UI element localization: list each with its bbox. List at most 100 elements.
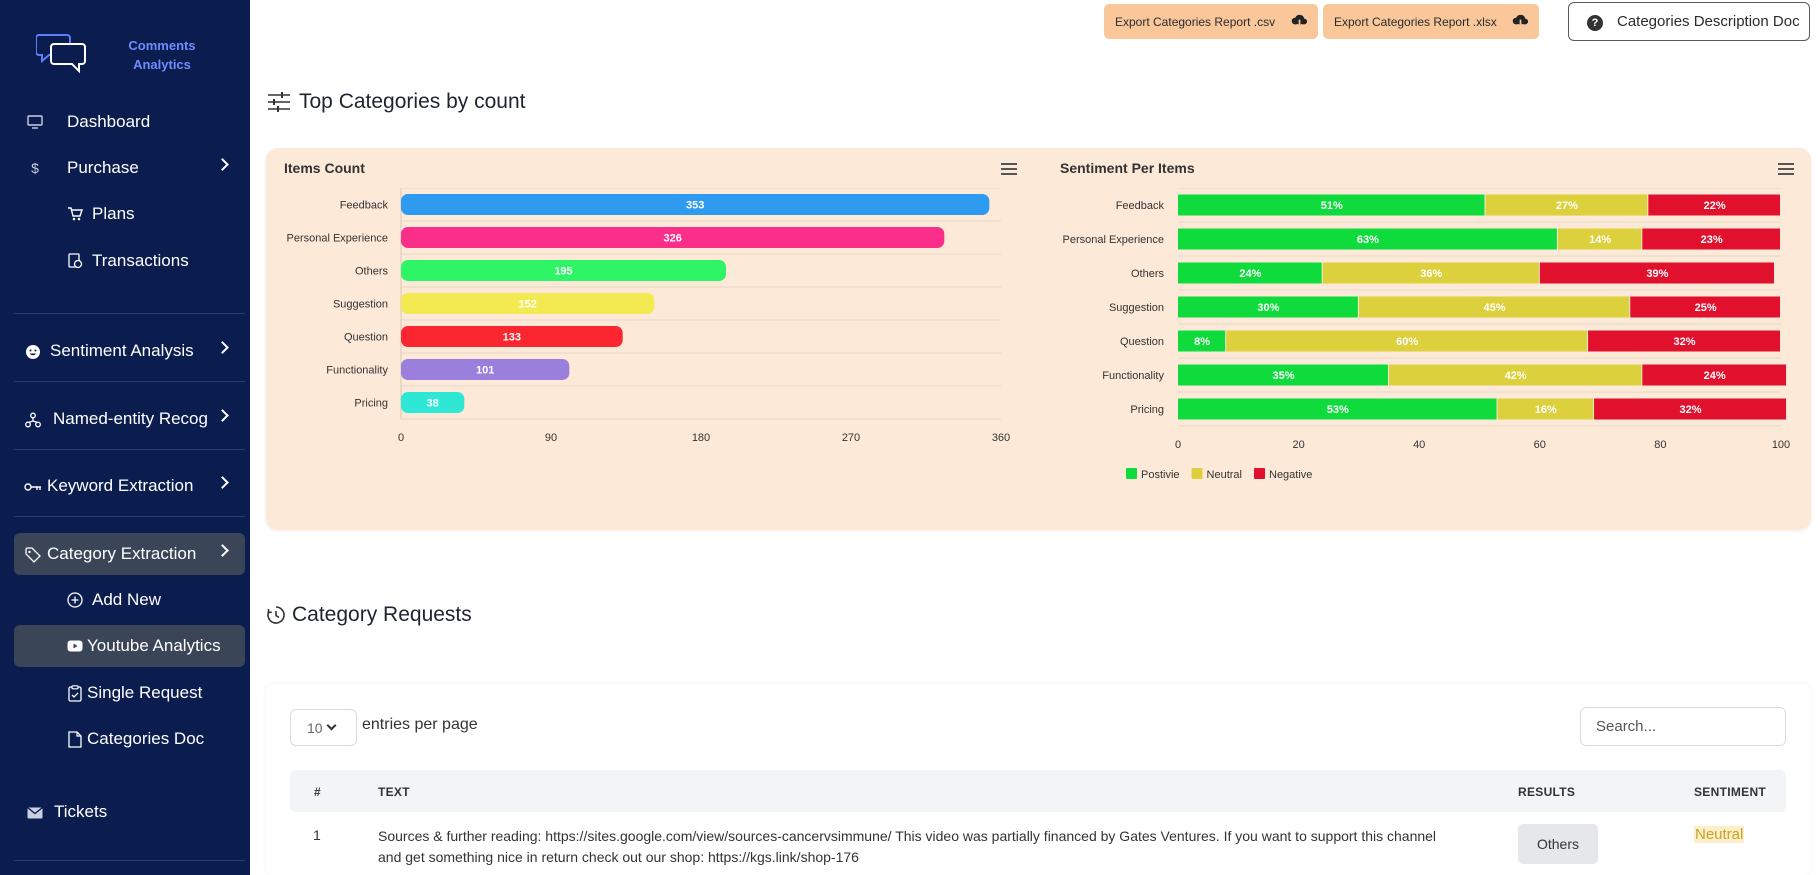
sidebar-item-label: Tickets	[54, 802, 108, 821]
row-text: Sources & further reading: https://sites…	[378, 828, 1437, 865]
sidebar-item-label: Transactions	[92, 251, 189, 270]
sidebar-divider	[14, 381, 245, 382]
sidebar-item-named-entity[interactable]: Named-entity Recog	[14, 398, 245, 440]
stacked-bar-segment	[1358, 296, 1630, 318]
items-count-chart-title: Items Count	[284, 160, 365, 176]
column-header-results[interactable]: RESULTS	[1518, 785, 1576, 799]
sidebar-divider	[14, 516, 245, 517]
youtube-icon	[66, 637, 84, 655]
stacked-bar-segment	[1630, 296, 1780, 318]
export-csv-button[interactable]: Export Categories Report .csv	[1104, 4, 1318, 39]
sidebar-item-plans[interactable]: Plans	[14, 193, 245, 235]
data-label: 45%	[1484, 302, 1506, 314]
sidebar-item-label: Categories Doc	[87, 729, 205, 748]
bar	[401, 326, 623, 347]
sidebar-item-label: Named-entity Recog	[53, 409, 208, 428]
chevron-right-icon	[216, 409, 229, 422]
sidebar-item-single-request[interactable]: Single Request	[14, 672, 245, 714]
sidebar-item-categories-doc[interactable]: Categories Doc	[14, 718, 245, 760]
category-label: Others	[355, 266, 389, 278]
categories-doc-button[interactable]: ? Categories Description Doc	[1568, 2, 1810, 41]
stacked-bar-segment	[1539, 262, 1774, 284]
category-label: Feedback	[1116, 200, 1165, 212]
categories-doc-label: Categories Description Doc	[1617, 13, 1800, 30]
sidebar-item-label: Category Extraction	[47, 544, 197, 563]
chart-menu-icon[interactable]	[1001, 163, 1017, 175]
envelope-icon	[26, 804, 44, 822]
row-number: 1	[313, 827, 321, 843]
category-requests-heading: Category Requests	[266, 603, 472, 627]
tick-label: 60	[1534, 439, 1546, 451]
data-label: 152	[518, 299, 536, 311]
sidebar-item-youtube-analytics[interactable]: Youtube Analytics	[14, 625, 245, 667]
history-clock-icon	[267, 606, 285, 624]
sidebar-item-purchase[interactable]: $ Purchase	[14, 147, 245, 189]
monitor-icon	[26, 113, 44, 131]
stacked-bar-segment	[1594, 398, 1787, 420]
data-label: 326	[663, 233, 681, 245]
sidebar-item-sentiment-analysis[interactable]: Sentiment Analysis	[14, 330, 245, 372]
sidebar-item-keyword-extraction[interactable]: Keyword Extraction	[14, 465, 245, 507]
sidebar-item-tickets[interactable]: Tickets	[14, 791, 245, 833]
tick-label: 0	[1175, 439, 1181, 451]
data-label: 63%	[1357, 234, 1379, 246]
sidebar-item-add-new[interactable]: Add New	[14, 579, 245, 621]
stacked-bar-segment	[1648, 194, 1780, 216]
dollar-icon: $	[31, 160, 39, 176]
data-label: 39%	[1646, 268, 1668, 280]
chevron-down-icon	[326, 720, 337, 731]
column-header-text[interactable]: TEXT	[378, 785, 410, 799]
category-label: Functionality	[1102, 370, 1164, 382]
sentiment-chart-title: Sentiment Per Items	[1060, 160, 1195, 176]
stacked-bar-segment	[1642, 364, 1787, 386]
data-label: 38	[427, 398, 439, 410]
export-xlsx-label: Export Categories Report .xlsx	[1334, 14, 1497, 29]
sidebar-item-dashboard[interactable]: Dashboard	[14, 101, 245, 143]
stacked-bar-segment	[1485, 194, 1648, 216]
data-label: 22%	[1704, 200, 1726, 212]
export-xlsx-button[interactable]: Export Categories Report .xlsx	[1323, 4, 1539, 39]
sidebar-item-label: Plans	[92, 204, 135, 223]
data-label: 24%	[1239, 268, 1261, 280]
stacked-bar-segment	[1178, 228, 1557, 250]
entries-per-page-select[interactable]: 10	[290, 709, 357, 746]
column-header-num[interactable]: #	[314, 785, 321, 799]
bar	[401, 359, 570, 380]
sentiment-per-items-chart: Feedback 51% 27% 22% Personal Experience 63% 1…	[1062, 188, 1790, 481]
result-badge[interactable]: Others	[1518, 824, 1598, 864]
plus-circle-icon	[66, 591, 84, 609]
cloud-download-icon	[1291, 14, 1308, 29]
stacked-bar-segment	[1178, 398, 1497, 420]
tick-label: 90	[545, 432, 557, 444]
data-label: 133	[503, 332, 521, 344]
export-csv-label: Export Categories Report .csv	[1115, 14, 1276, 29]
smiley-icon	[24, 343, 42, 361]
data-label: 25%	[1695, 302, 1717, 314]
sidebar-item-transactions[interactable]: Transactions	[14, 240, 245, 282]
data-label: 60%	[1396, 336, 1418, 348]
column-header-sentiment[interactable]: SENTIMENT	[1694, 785, 1767, 799]
data-label: 32%	[1674, 336, 1696, 348]
data-label: 42%	[1505, 370, 1527, 382]
sidebar-item-label: Dashboard	[67, 112, 151, 131]
app-logo[interactable]: Comments Analytics	[36, 32, 226, 78]
stacked-bar-segment	[1178, 330, 1226, 352]
tick-label: 0	[398, 432, 404, 444]
tag-icon	[24, 546, 42, 564]
chevron-right-icon	[216, 544, 229, 557]
chart-menu-icon[interactable]	[1778, 163, 1794, 175]
key-icon	[24, 478, 42, 496]
sidebar-item-category-extraction[interactable]: Category Extraction	[14, 533, 245, 575]
bar	[401, 293, 655, 314]
stacked-bar-segment	[1557, 228, 1642, 250]
search-input[interactable]	[1580, 707, 1786, 746]
stacked-bar-segment	[1389, 364, 1642, 386]
data-label: 27%	[1556, 200, 1578, 212]
legend-entry: Neutral	[1207, 469, 1242, 481]
sidebar-divider	[14, 313, 245, 314]
tick-label: 20	[1292, 439, 1304, 451]
legend-entry: Negative	[1269, 469, 1312, 481]
chevron-right-icon	[216, 476, 229, 489]
top-categories-heading: Top Categories by count	[267, 90, 525, 114]
document-icon	[66, 730, 84, 748]
